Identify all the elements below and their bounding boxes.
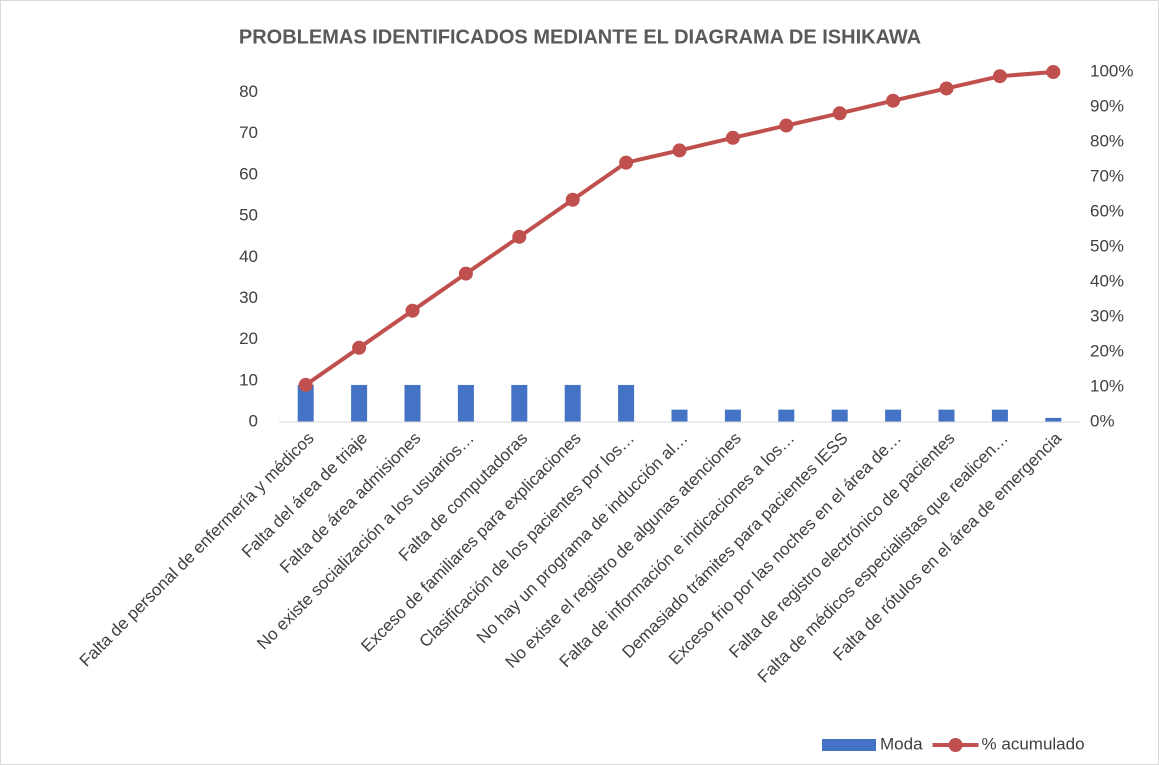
legend-marker [948,738,963,752]
bar [938,409,955,422]
y-tick-label: 70 [239,123,258,142]
legend-swatch [822,739,876,751]
bar [1045,417,1062,422]
y-tick-label: 30 [239,288,258,307]
bar [564,384,581,422]
line-marker [352,340,367,355]
line-marker [832,106,847,121]
y2-tick-label: 70% [1090,166,1124,185]
line-marker [458,266,473,281]
line-marker [939,81,954,96]
bar [404,384,421,422]
line-marker [992,69,1007,84]
bar [511,384,528,422]
y2-tick-label: 60% [1090,201,1124,220]
y-tick-label: 0 [249,411,258,430]
line-marker [725,130,740,145]
bar [724,409,741,422]
line-marker [779,118,794,133]
bar [991,409,1008,422]
bar [671,409,688,422]
line-marker [405,303,420,318]
bar [618,384,635,422]
y2-tick-label: 100% [1090,61,1133,80]
legend-label: Moda [880,734,923,753]
y-tick-label: 10 [239,370,258,389]
y-tick-label: 50 [239,206,258,225]
y-tick-label: 60 [239,164,258,183]
bar [297,384,314,422]
y-tick-label: 80 [239,82,258,101]
y-tick-label: 20 [239,329,258,348]
bar [831,409,848,422]
y2-tick-label: 20% [1090,341,1124,360]
y2-tick-label: 50% [1090,236,1124,255]
line-marker [512,229,527,244]
y2-tick-label: 90% [1090,96,1124,115]
line-marker [565,192,580,207]
line-marker [886,93,901,108]
y-tick-label: 40 [239,247,258,266]
bar [351,384,368,422]
bar [885,409,902,422]
y2-tick-label: 0% [1090,411,1115,430]
legend-item: Moda [822,734,923,753]
chart-title: PROBLEMAS IDENTIFICADOS MEDIANTE EL DIAG… [239,26,921,48]
legend-item: % acumulado [932,734,1085,753]
line-marker [672,143,687,158]
y2-tick-label: 30% [1090,306,1124,325]
line-marker [298,377,313,392]
line-marker [619,155,634,170]
y2-tick-label: 40% [1090,271,1124,290]
line-marker [1046,65,1061,79]
y2-tick-label: 10% [1090,376,1124,395]
legend-label: % acumulado [982,734,1085,753]
bar [457,384,474,422]
bar [778,409,795,422]
y2-tick-label: 80% [1090,131,1124,150]
